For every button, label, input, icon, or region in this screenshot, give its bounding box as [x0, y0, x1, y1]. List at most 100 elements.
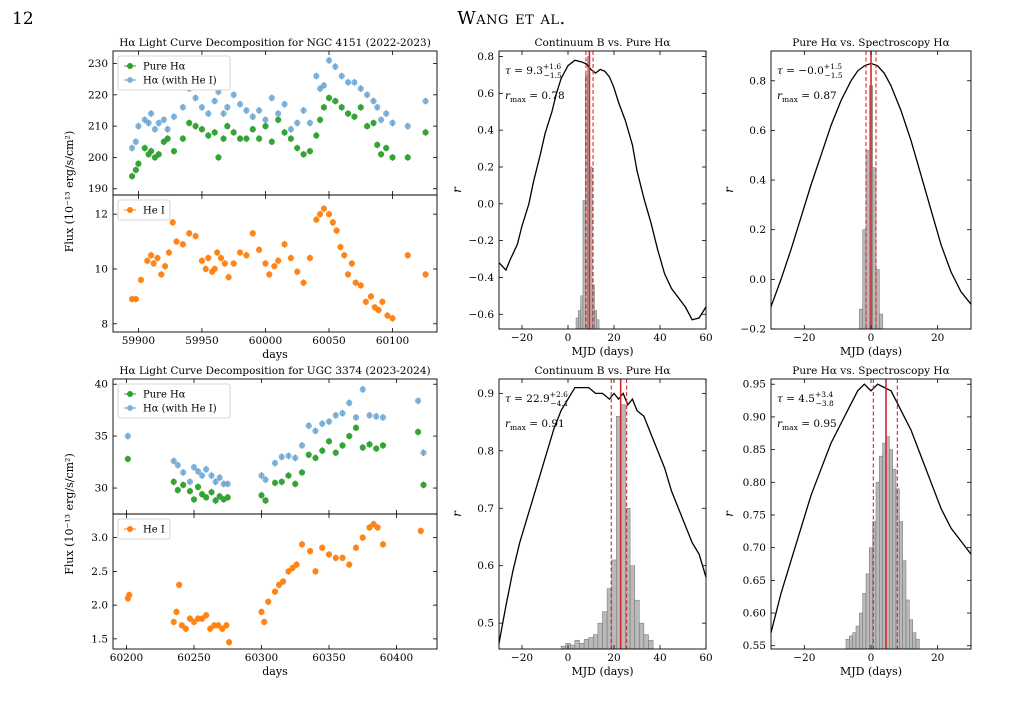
ngc4151-lc-data-point [211, 97, 218, 105]
ugc3374-lc-data-point [280, 578, 287, 585]
ngc4151-lc-data-point [198, 104, 206, 111]
ugc3374-lc-data-point [194, 483, 202, 491]
ugc3374-lc-data-point [226, 639, 233, 646]
ngc4151-cont-ccf-histogram-bar [596, 319, 600, 330]
ngc4151-lc-data-point [256, 135, 263, 142]
ngc4151-spec-ccf-xtick-label: 20 [931, 332, 944, 344]
ugc3374-cont-ccf-histogram-bar [570, 644, 576, 650]
ngc4151-lc-legend-box [117, 199, 171, 221]
ugc3374-spec-ccf-ytick-label: 0.55 [743, 640, 766, 652]
ngc4151-lc-data-point [300, 151, 307, 158]
ugc3374-lc-data-point [346, 399, 353, 406]
ugc3374-spec-ccf-xlabel: MJD (days) [840, 665, 902, 678]
ngc4151-lc-data-point [262, 260, 269, 267]
ngc4151-lc-data-point [352, 279, 359, 286]
ngc4151-lc-data-point [202, 265, 209, 273]
ngc4151-cont-ccf-ytick-label: −0.6 [469, 309, 495, 321]
ugc3374-cont-ccf-xtick-label: 40 [653, 652, 666, 664]
ngc4151-lc-data-point [287, 254, 294, 262]
ugc3374-cont-ccf-histogram [560, 404, 654, 650]
ugc3374-cont-ccf-ytick-label: 0.6 [477, 560, 494, 572]
ugc3374-lc-data-point [278, 478, 285, 485]
ugc3374-lc-data-point [312, 427, 319, 435]
ngc4151-lc-data-point [389, 154, 396, 161]
ugc3374-lc-data-point [298, 442, 306, 449]
ngc4151-cont-ccf-ytick-label: 0.4 [477, 125, 494, 137]
ugc3374-lc-data-point [359, 386, 366, 393]
ngc4151-lc-legend-marker [127, 77, 133, 83]
ngc4151-lc-legend-label: Hα (with He I) [143, 76, 217, 87]
ugc3374-cont-ccf-histogram-bar [574, 640, 580, 650]
ngc4151-lc-data-point [225, 274, 232, 281]
ngc4151-lc-panel-1-frame [112, 194, 438, 333]
ngc4151-lc-data-point [236, 249, 244, 256]
ngc4151-lc-data-point [268, 138, 275, 145]
ugc3374-spec-ccf-histogram-bar [855, 625, 860, 650]
ugc3374-lc-data-point [262, 497, 269, 504]
ngc4151-spec-ccf-ytick-label: 0.6 [749, 125, 766, 137]
ngc4151-lc-data-point [161, 263, 169, 270]
ugc3374-lc-data-point [366, 441, 373, 448]
ugc3374-spec-ccf-ytick-label: 0.90 [743, 411, 766, 423]
ngc4151-lc-data-point [243, 252, 250, 259]
ugc3374-cont-ccf-histogram-bar [643, 634, 649, 650]
ngc4151-lc-data-point [198, 126, 206, 133]
ngc4151-lc-data-point [333, 227, 340, 234]
ngc4151-lc-data-point [389, 315, 396, 322]
ngc4151-lc-data-point [422, 97, 429, 105]
ngc4151-cont-ccf-ytick-label: 0.2 [477, 161, 494, 173]
ugc3374-spec-ccf-histogram-bar [869, 547, 873, 650]
ugc3374-lc-data-point [278, 453, 285, 460]
ugc3374-spec-ccf-histogram-bar [905, 599, 910, 650]
ngc4151-lc-data-point [205, 132, 212, 139]
ngc4151-lc-data-point [266, 271, 273, 278]
ngc4151-lc-data-point [338, 72, 345, 80]
ngc4151-spec-ccf-xtick-label: −20 [793, 332, 815, 344]
ngc4151-lc-title: Hα Light Curve Decomposition for NGC 415… [119, 37, 431, 49]
ugc3374-cont-ccf-histogram-bar [602, 611, 608, 650]
ugc3374-lc-data-point [271, 460, 279, 467]
ngc4151-lc-data-point [317, 116, 324, 123]
ngc4151-lc-data-point [165, 249, 173, 256]
ngc4151-lc-data-point [148, 110, 155, 117]
ugc3374-lc-legend-label: Pure Hα [143, 390, 186, 401]
ngc4151-lc-xlabel: days [262, 348, 288, 361]
ugc3374-lc-data-point [332, 412, 339, 419]
ugc3374-lc-data-point [359, 444, 366, 451]
ugc3374-lc-data-point [199, 472, 206, 479]
ugc3374-lc-p1-xtick-label: 60400 [380, 652, 413, 664]
ugc3374-cont-ccf-ylabel: r [450, 510, 464, 517]
ngc4151-lc-data-point [351, 79, 358, 86]
ngc4151-lc-data-point [268, 94, 275, 102]
ugc3374-cont-ccf-tau-annotation: τ = 22.9+2.6 −4.1 [505, 390, 569, 408]
ngc4151-lc-legend-box [117, 55, 231, 91]
ngc4151-lc-data-point [221, 260, 228, 267]
ngc4151-lc-data-point [300, 107, 307, 114]
ngc4151-cont-ccf-histogram-bar [575, 317, 579, 330]
ugc3374-spec-ccf-xtick-label: −20 [793, 652, 815, 664]
ngc4151-cont-ccf-histogram [575, 56, 600, 330]
page-number: 12 [12, 9, 34, 29]
ngc4151-lc-data-point [281, 241, 288, 248]
ugc3374-spec-ccf-histogram-bar [899, 521, 903, 650]
ugc3374-lc-data-point [170, 618, 177, 626]
ngc4151-spec-ccf-xtick-label: 0 [868, 332, 875, 344]
ngc4151-cont-ccf-xtick-label: 0 [565, 332, 572, 344]
ngc4151-lc-data-point [404, 123, 411, 130]
ugc3374-lc-panel-1-frame [112, 513, 438, 650]
ngc4151-lc-data-point [367, 293, 375, 300]
ngc4151-lc-p0-ytick-label: 220 [88, 89, 108, 101]
ngc4151-lc-data-point [141, 144, 148, 152]
ngc4151-lc-data-point [364, 123, 371, 130]
ugc3374-lc-legend-label: He I [143, 525, 165, 536]
ngc4151-lc-data-point [148, 148, 155, 155]
ugc3374-cont-ccf-histogram-bar [593, 634, 599, 650]
ngc4151-lc-data-point [179, 241, 186, 248]
ugc3374-lc-data-point [417, 527, 424, 534]
ngc4151-spec-ccf-ytick-label: 0.8 [749, 75, 766, 87]
ugc3374-spec-ccf-histogram-bar [879, 455, 883, 650]
ugc3374-lc-data-point [258, 492, 265, 499]
ngc4151-lc-data-point [294, 268, 301, 275]
ngc4151-lc-data-point [320, 82, 328, 89]
ngc4151-lc-data-point [243, 107, 250, 114]
